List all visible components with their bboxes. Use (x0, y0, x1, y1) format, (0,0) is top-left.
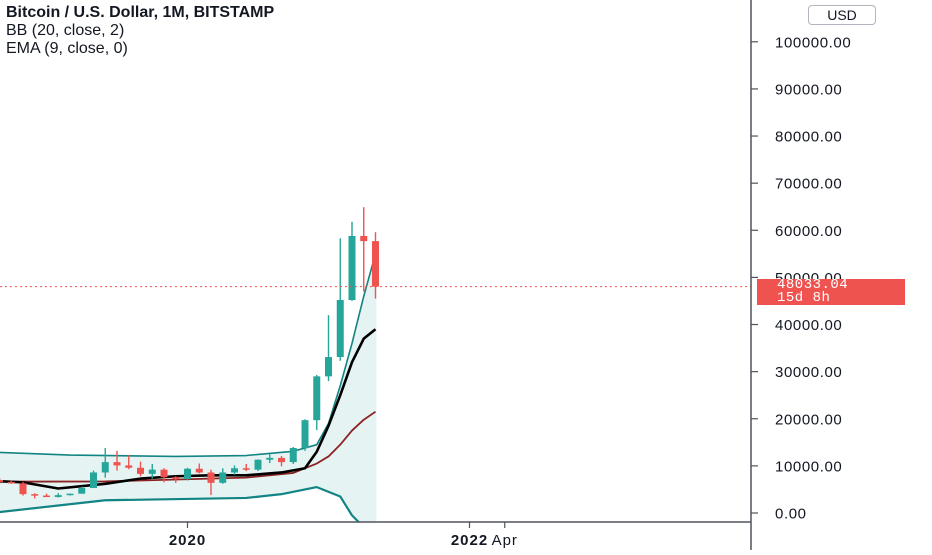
price-tick-label: 30000.00 (775, 364, 842, 381)
candle-body (254, 459, 262, 470)
price-tick-label: 40000.00 (775, 317, 842, 334)
ema-indicator-label[interactable]: EMA (9, close, 0) (6, 40, 128, 57)
bar-countdown: 15d 8h (777, 290, 831, 306)
candle-body (113, 462, 121, 466)
candle-body (125, 465, 133, 468)
candle-body (43, 495, 50, 498)
candle-body (78, 488, 86, 494)
price-tick-label: 90000.00 (775, 81, 842, 98)
candle-body (137, 467, 144, 474)
price-tick-label: 10000.00 (775, 458, 842, 475)
candle-body (289, 447, 297, 463)
candle-body (301, 420, 309, 448)
price-tick-label: 20000.00 (775, 411, 842, 428)
candle-body (242, 468, 250, 470)
bb-indicator-label[interactable]: BB (20, close, 2) (6, 22, 125, 39)
candle-body (101, 462, 109, 473)
bb-lower-line (0, 485, 361, 522)
candle-body (160, 469, 168, 478)
symbol-title[interactable]: Bitcoin / U.S. Dollar, 1M, BITSTAMP (6, 4, 275, 21)
candle-body (219, 472, 227, 483)
candle-body (19, 483, 27, 495)
candle-body (278, 457, 285, 463)
candle-body (231, 468, 238, 473)
bb-fill (0, 253, 377, 522)
candle-body (184, 468, 191, 480)
candle-body (348, 235, 356, 301)
candle-body (313, 376, 321, 421)
time-tick-label: 2022 (451, 532, 488, 549)
candle-body (372, 241, 379, 287)
candle-body (90, 472, 97, 489)
candle-body (54, 495, 62, 497)
ema-line (0, 328, 377, 490)
price-tick-label: 80000.00 (775, 129, 842, 146)
candle-body (336, 300, 344, 358)
last-price-value: 48033.04 (777, 277, 849, 293)
time-tick-label: 2020 (169, 532, 206, 549)
candle-body (172, 477, 180, 480)
candle-body (325, 357, 332, 377)
candle-body (31, 494, 39, 496)
last-price-label: 48033.04 15d 8h (757, 277, 905, 306)
price-tick-label: 0.00 (775, 506, 807, 523)
price-tick-label: 70000.00 (775, 176, 842, 193)
candle-body (66, 493, 74, 496)
candle-body (7, 481, 15, 484)
price-tick-label: 100000.00 (775, 34, 851, 51)
chart-legend: Bitcoin / U.S. Dollar, 1M, BITSTAMP BB (… (6, 4, 274, 58)
currency-button[interactable]: USD (808, 5, 876, 25)
candle-body (195, 468, 203, 473)
candle-body (148, 469, 156, 474)
plot-area (0, 207, 751, 522)
candle-body (207, 472, 215, 483)
candle-body (266, 457, 274, 460)
candle-body (360, 235, 368, 242)
price-tick-label: 60000.00 (775, 223, 842, 240)
candle-body (0, 480, 3, 482)
time-tick-label: Apr (492, 532, 518, 549)
bb-upper-line (0, 253, 377, 458)
